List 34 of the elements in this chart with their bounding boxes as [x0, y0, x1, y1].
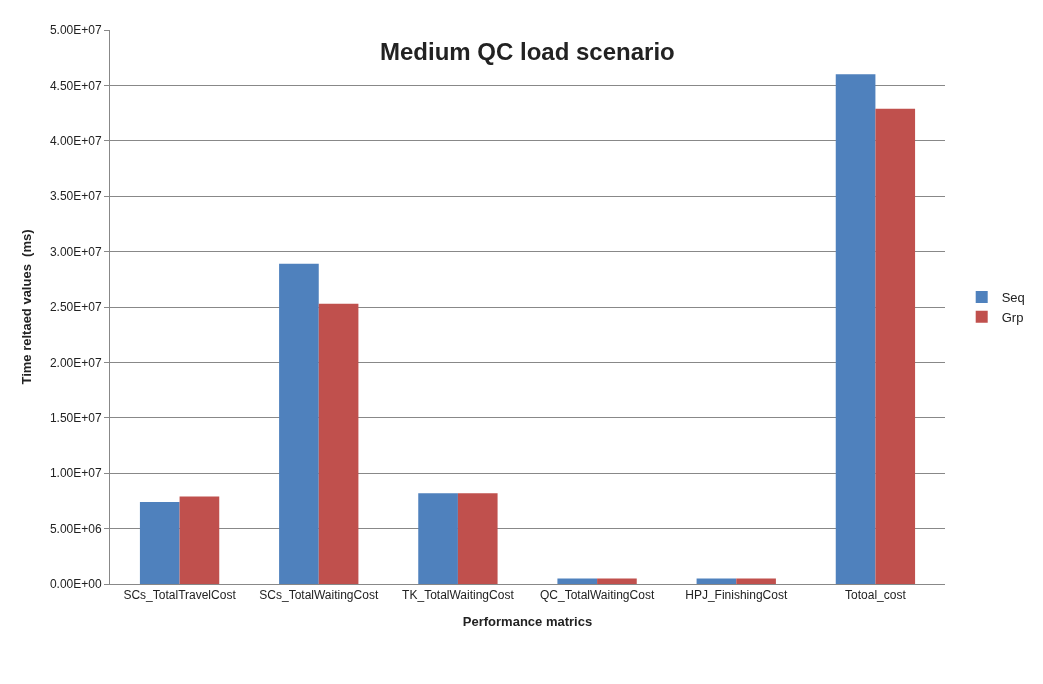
y-tick-label: 5.00E+07 [49, 23, 102, 38]
x-tick-label: TK_TotalWaitingCost [402, 588, 515, 603]
x-axis-title: Performance matrics [462, 614, 593, 629]
chart-title: Medium QC load scenario [380, 38, 675, 65]
y-tick-label: 1.00E+07 [49, 466, 102, 481]
bar [139, 502, 180, 584]
y-tick-label: 4.00E+07 [49, 134, 102, 148]
bar [557, 578, 598, 584]
bar [279, 263, 319, 584]
bar [696, 578, 737, 584]
legend-label: Grp [1001, 309, 1024, 325]
bar [835, 74, 876, 584]
bar [597, 578, 637, 584]
legend-label: Seq [1001, 290, 1025, 306]
y-tick-label: 5.00E+06 [49, 521, 102, 536]
y-tick-label: 1.50E+07 [49, 411, 102, 425]
y-tick-label: 4.50E+07 [49, 78, 102, 93]
x-tick-label: SCs_TotalWaitingCost [259, 588, 379, 603]
bar [736, 578, 776, 584]
bar [179, 496, 220, 584]
bar [457, 493, 498, 584]
x-tick-label: HPJ_FinishingCost [685, 588, 788, 603]
x-tick-label: Totoal_cost [845, 588, 907, 603]
y-tick-label: 0.00E+00 [49, 577, 102, 592]
x-tick-label: SCs_TotalTravelCost [123, 588, 237, 603]
bar [318, 303, 359, 584]
x-tick-label: QC_TotalWaitingCost [539, 588, 655, 603]
bar [875, 108, 916, 584]
y-axis-title: Time reltaed values (ms) [18, 229, 34, 385]
y-tick-label: 3.00E+07 [49, 244, 102, 259]
y-tick-label: 2.00E+07 [49, 355, 102, 370]
y-tick-label: 3.50E+07 [49, 189, 102, 204]
bar [418, 493, 458, 584]
y-tick-label: 2.50E+07 [49, 300, 102, 315]
